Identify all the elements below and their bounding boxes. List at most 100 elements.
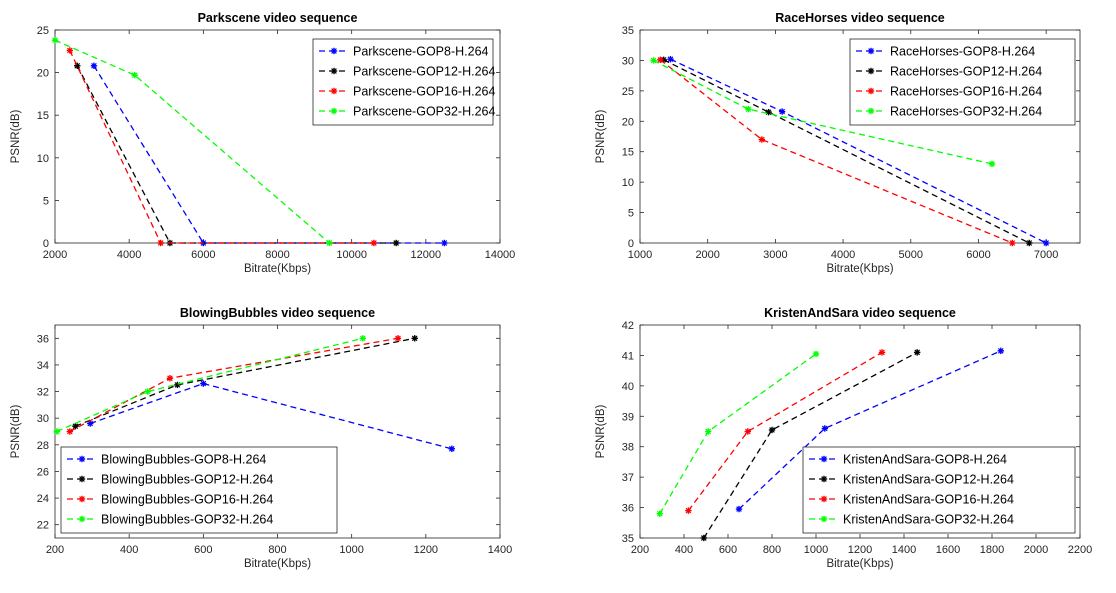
- x-tick-label: 600: [194, 544, 212, 556]
- data-point: [914, 349, 921, 356]
- y-tick-label: 20: [622, 116, 634, 128]
- y-tick-label: 40: [622, 381, 634, 393]
- data-point: [758, 136, 766, 143]
- legend-item: BlowingBubbles-GOP12-H.264: [67, 473, 273, 487]
- legend-marker: [330, 87, 338, 95]
- legend-label: Parkscene-GOP32-H.264: [353, 105, 495, 119]
- legend-item: BlowingBubbles-GOP32-H.264: [67, 513, 273, 527]
- data-point: [200, 380, 207, 387]
- data-point: [685, 507, 692, 514]
- y-tick-label: 24: [37, 493, 49, 505]
- x-tick-label: 1400: [488, 544, 512, 556]
- data-point: [821, 425, 828, 432]
- legend-item: Parkscene-GOP16-H.264: [319, 85, 495, 99]
- legend-marker: [820, 515, 828, 523]
- data-point: [656, 510, 663, 517]
- y-tick-label: 39: [622, 411, 634, 423]
- legend-label: BlowingBubbles-GOP32-H.264: [101, 513, 273, 527]
- y-tick-label: 5: [43, 195, 49, 207]
- y-tick-label: 35: [622, 25, 634, 37]
- legend-item: RaceHorses-GOP12-H.264: [856, 65, 1042, 79]
- legend-label: BlowingBubbles-GOP16-H.264: [101, 493, 273, 507]
- x-tick-label: 600: [719, 544, 737, 556]
- series-RaceHorses-GOP16-H.264: [657, 56, 1016, 247]
- legend-label: RaceHorses-GOP12-H.264: [890, 65, 1042, 79]
- legend-marker: [867, 47, 875, 55]
- data-point: [370, 239, 378, 247]
- legend-label: KristenAndSara-GOP16-H.264: [843, 493, 1014, 507]
- y-axis-label: PSNR(dB): [595, 404, 607, 458]
- legend-marker: [78, 475, 86, 483]
- series-line: [653, 59, 993, 165]
- series-KristenAndSara-GOP16-H.264: [685, 349, 886, 514]
- chart-title: BlowingBubbles video sequence: [180, 306, 375, 320]
- data-point: [735, 505, 743, 513]
- legend-label: BlowingBubbles-GOP12-H.264: [101, 473, 273, 487]
- series-BlowingBubbles-GOP16-H.264: [66, 335, 402, 435]
- data-point: [90, 62, 98, 69]
- data-point: [441, 239, 448, 247]
- x-tick-label: 4000: [831, 249, 855, 261]
- x-tick-label: 12000: [411, 249, 442, 261]
- legend-marker: [867, 107, 875, 115]
- y-tick-label: 36: [37, 333, 49, 345]
- data-point: [1042, 239, 1050, 247]
- legend-label: KristenAndSara-GOP12-H.264: [843, 473, 1014, 487]
- y-tick-label: 10: [37, 153, 49, 165]
- x-tick-label: 6000: [966, 249, 990, 261]
- y-tick-label: 36: [622, 503, 634, 515]
- x-tick-label: 10000: [336, 249, 367, 261]
- legend-item: KristenAndSara-GOP32-H.264: [809, 513, 1014, 527]
- legend-item: RaceHorses-GOP8-H.264: [856, 45, 1035, 59]
- data-point: [359, 335, 366, 342]
- y-tick-label: 34: [37, 360, 49, 372]
- legend: RaceHorses-GOP8-H.264 RaceHorses-GOP12-H.…: [849, 38, 1076, 126]
- x-tick-label: 1200: [848, 544, 872, 556]
- legend-item: KristenAndSara-GOP12-H.264: [809, 473, 1014, 487]
- legend-marker: [820, 455, 828, 463]
- data-point: [812, 350, 820, 358]
- y-axis-label: PSNR(dB): [10, 109, 22, 163]
- legend-marker: [330, 67, 338, 75]
- y-tick-label: 15: [37, 110, 49, 122]
- x-tick-label: 4000: [117, 249, 141, 261]
- y-axis-label: PSNR(dB): [595, 109, 607, 163]
- data-point: [394, 335, 402, 342]
- legend-item: RaceHorses-GOP32-H.264: [856, 105, 1042, 119]
- series-Parkscene-GOP32-H.264: [51, 37, 333, 247]
- x-tick-label: 7000: [1034, 249, 1058, 261]
- data-point: [448, 445, 455, 453]
- legend: BlowingBubbles-GOP8-H.264 BlowingBubbles-…: [60, 446, 338, 534]
- x-tick-label: 1200: [414, 544, 438, 556]
- x-axis-label: Bitrate(Kbps): [244, 263, 311, 275]
- chart-panel-2: RaceHorses video sequence 1000 2000 3000 400…: [595, 11, 1081, 275]
- y-tick-label: 42: [622, 320, 634, 332]
- data-point: [74, 62, 81, 69]
- y-tick-label: 22: [37, 520, 49, 532]
- legend-marker: [330, 47, 338, 55]
- x-axis-label: Bitrate(Kbps): [826, 263, 893, 275]
- x-axis-label: Bitrate(Kbps): [826, 558, 893, 570]
- x-tick-label: 6000: [191, 249, 215, 261]
- legend-label: Parkscene-GOP12-H.264: [353, 65, 495, 79]
- y-axis-label: PSNR(dB): [10, 404, 22, 458]
- y-tick-label: 41: [622, 350, 634, 362]
- series-BlowingBubbles-GOP12-H.264: [72, 335, 418, 430]
- legend-item: Parkscene-GOP32-H.264: [319, 105, 495, 119]
- legend-label: KristenAndSara-GOP8-H.264: [843, 453, 1007, 467]
- data-point: [144, 388, 151, 395]
- x-tick-label: 400: [120, 544, 138, 556]
- series-KristenAndSara-GOP32-H.264: [656, 350, 820, 517]
- data-point: [705, 428, 712, 435]
- series-line: [738, 350, 1002, 510]
- x-tick-label: 1400: [892, 544, 916, 556]
- series-KristenAndSara-GOP8-H.264: [735, 347, 1004, 513]
- data-point: [411, 335, 418, 342]
- data-point: [392, 239, 400, 247]
- chart-title: KristenAndSara video sequence: [764, 306, 956, 320]
- data-point: [326, 239, 333, 247]
- data-point: [650, 57, 657, 64]
- series-line: [90, 382, 452, 450]
- y-tick-label: 25: [622, 86, 634, 98]
